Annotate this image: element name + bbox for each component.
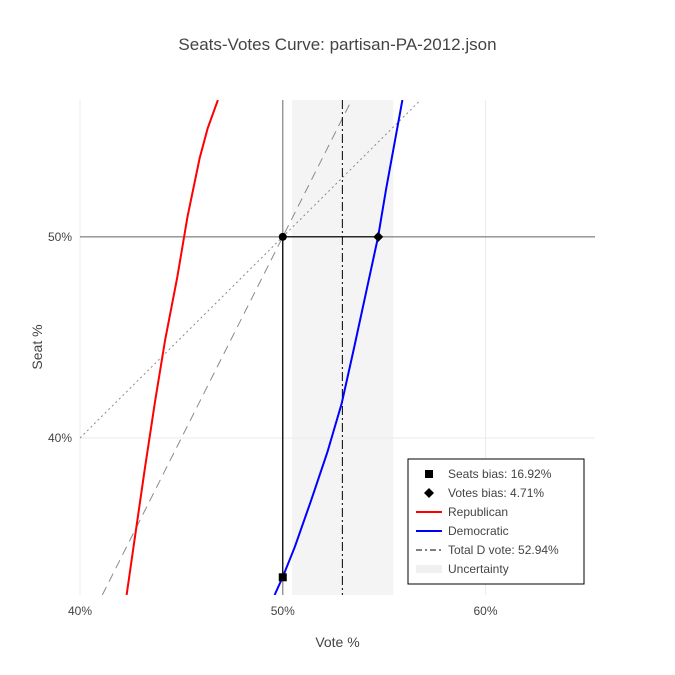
chart-title: Seats-Votes Curve: partisan-PA-2012.json xyxy=(178,35,496,54)
x-tick-label: 50% xyxy=(271,604,295,618)
plot-area: 40% 50% 60% 40% 50% xyxy=(48,100,595,618)
curves-group xyxy=(80,100,421,595)
republican-curve xyxy=(125,100,219,595)
midpoint-marker xyxy=(278,232,287,241)
x-tick-label: 40% xyxy=(68,604,92,618)
y-tick-label: 40% xyxy=(48,431,72,445)
y-axis-title: Seat % xyxy=(29,324,45,369)
legend-label: Uncertainty xyxy=(448,562,509,576)
legend-label: Republican xyxy=(448,505,508,519)
y-tick-label: 50% xyxy=(48,230,72,244)
legend-label: Democratic xyxy=(448,524,509,538)
legend-band-swatch xyxy=(416,565,442,573)
seats-bias-marker xyxy=(278,573,287,582)
legend-box xyxy=(407,458,585,585)
legend-label: Votes bias: 4.71% xyxy=(448,486,544,500)
dashed-reference-line xyxy=(101,100,353,595)
votes-bias-marker xyxy=(373,231,384,242)
legend-label: Total D vote: 52.94% xyxy=(448,543,559,557)
legend-diamond-swatch xyxy=(424,488,434,498)
x-axis-title: Vote % xyxy=(315,634,359,650)
legend-label: Seats bias: 16.92% xyxy=(448,467,552,481)
democratic-curve xyxy=(273,100,404,595)
legend: Seats bias: 16.92% Votes bias: 4.71% Repub… xyxy=(407,458,585,585)
legend-square-swatch xyxy=(425,470,433,478)
x-tick-label: 60% xyxy=(473,604,497,618)
